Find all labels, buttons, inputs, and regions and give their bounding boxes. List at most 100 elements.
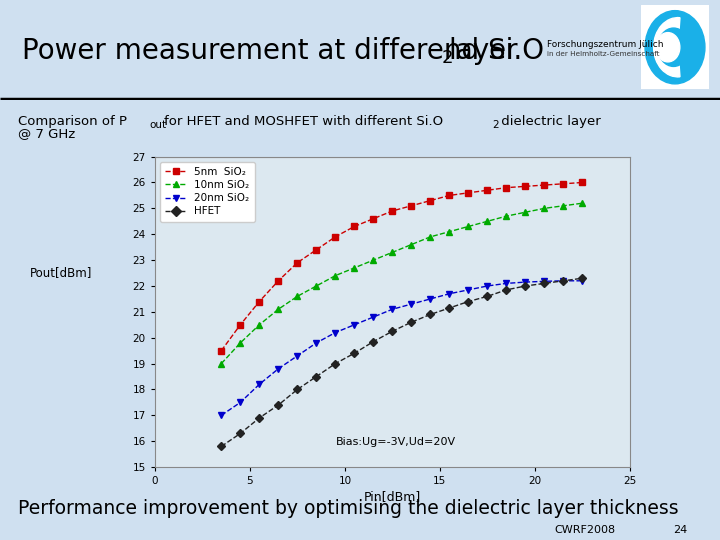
- 5nm  SiO₂: [312, 247, 320, 253]
- HFET: [217, 443, 225, 450]
- 10nm SiO₂: [559, 202, 568, 209]
- 5nm  SiO₂: [274, 278, 283, 284]
- HFET: [578, 275, 587, 281]
- 20nm SiO₂: [293, 353, 302, 359]
- 10nm SiO₂: [293, 293, 302, 300]
- 5nm  SiO₂: [578, 179, 587, 186]
- HFET: [445, 305, 454, 311]
- Text: 2: 2: [441, 49, 453, 68]
- 10nm SiO₂: [540, 205, 549, 212]
- Line: HFET: HFET: [218, 275, 585, 449]
- Text: Comparison of P: Comparison of P: [18, 115, 127, 128]
- HFET: [369, 339, 378, 345]
- 20nm SiO₂: [255, 381, 264, 388]
- Circle shape: [656, 32, 680, 62]
- 10nm SiO₂: [236, 340, 245, 346]
- 5nm  SiO₂: [388, 208, 397, 214]
- 5nm  SiO₂: [502, 184, 510, 191]
- 20nm SiO₂: [445, 291, 454, 297]
- HFET: [502, 287, 510, 293]
- 20nm SiO₂: [350, 321, 359, 328]
- 5nm  SiO₂: [445, 192, 454, 199]
- Text: Pout[dBm]: Pout[dBm]: [30, 266, 92, 279]
- Line: 20nm SiO₂: 20nm SiO₂: [218, 278, 585, 418]
- HFET: [521, 283, 530, 289]
- HFET: [236, 430, 245, 437]
- 20nm SiO₂: [236, 399, 245, 406]
- 5nm  SiO₂: [369, 215, 378, 222]
- 20nm SiO₂: [521, 279, 530, 285]
- 10nm SiO₂: [274, 306, 283, 313]
- 10nm SiO₂: [369, 257, 378, 264]
- Text: layer: layer: [449, 37, 518, 65]
- Legend: 5nm  SiO₂, 10nm SiO₂, 20nm SiO₂, HFET: 5nm SiO₂, 10nm SiO₂, 20nm SiO₂, HFET: [160, 162, 255, 221]
- 20nm SiO₂: [578, 278, 587, 284]
- 10nm SiO₂: [350, 265, 359, 271]
- HFET: [540, 280, 549, 287]
- 20nm SiO₂: [407, 301, 415, 307]
- Text: Performance improvement by optimising the dielectric layer thickness: Performance improvement by optimising th…: [18, 499, 679, 518]
- HFET: [331, 360, 340, 367]
- Wedge shape: [654, 18, 680, 77]
- 10nm SiO₂: [312, 283, 320, 289]
- 20nm SiO₂: [369, 314, 378, 320]
- HFET: [559, 278, 568, 284]
- Text: out: out: [149, 120, 166, 130]
- Text: in der Helmholtz-Gemeinschaft: in der Helmholtz-Gemeinschaft: [547, 51, 660, 57]
- 20nm SiO₂: [502, 280, 510, 287]
- 5nm  SiO₂: [331, 234, 340, 240]
- 20nm SiO₂: [388, 306, 397, 313]
- 10nm SiO₂: [217, 360, 225, 367]
- 10nm SiO₂: [255, 321, 264, 328]
- 5nm  SiO₂: [350, 223, 359, 230]
- Text: @ 7 GHz: @ 7 GHz: [18, 127, 76, 140]
- Circle shape: [645, 11, 705, 84]
- 20nm SiO₂: [559, 278, 568, 284]
- HFET: [388, 328, 397, 334]
- 20nm SiO₂: [331, 329, 340, 336]
- 5nm  SiO₂: [293, 259, 302, 266]
- 10nm SiO₂: [388, 249, 397, 255]
- Circle shape: [658, 28, 689, 66]
- HFET: [483, 293, 492, 300]
- 10nm SiO₂: [578, 200, 587, 206]
- Text: Forschungszentrum Jülich: Forschungszentrum Jülich: [547, 40, 664, 49]
- 5nm  SiO₂: [426, 197, 435, 204]
- 20nm SiO₂: [483, 283, 492, 289]
- 10nm SiO₂: [445, 228, 454, 235]
- Text: for HFET and MOSHFET with different Si.O: for HFET and MOSHFET with different Si.O: [164, 115, 444, 128]
- HFET: [274, 402, 283, 408]
- 10nm SiO₂: [464, 223, 473, 230]
- 5nm  SiO₂: [464, 190, 473, 196]
- 20nm SiO₂: [312, 340, 320, 346]
- Text: Power measurement at differend Si.O: Power measurement at differend Si.O: [22, 37, 544, 65]
- 20nm SiO₂: [217, 412, 225, 418]
- 5nm  SiO₂: [255, 298, 264, 305]
- 5nm  SiO₂: [559, 180, 568, 187]
- Text: 24: 24: [673, 525, 688, 535]
- 5nm  SiO₂: [217, 347, 225, 354]
- 20nm SiO₂: [540, 278, 549, 285]
- 20nm SiO₂: [426, 296, 435, 302]
- 5nm  SiO₂: [483, 187, 492, 193]
- 10nm SiO₂: [426, 234, 435, 240]
- HFET: [426, 311, 435, 318]
- HFET: [464, 298, 473, 305]
- HFET: [293, 386, 302, 393]
- HFET: [350, 350, 359, 356]
- Text: 2: 2: [492, 120, 498, 130]
- Text: dielectric layer: dielectric layer: [497, 115, 600, 128]
- 10nm SiO₂: [483, 218, 492, 225]
- 20nm SiO₂: [464, 287, 473, 293]
- 20nm SiO₂: [274, 366, 283, 372]
- 10nm SiO₂: [331, 272, 340, 279]
- Text: CWRF2008: CWRF2008: [554, 525, 616, 535]
- Line: 5nm  SiO₂: 5nm SiO₂: [218, 179, 585, 354]
- 10nm SiO₂: [502, 213, 510, 219]
- 5nm  SiO₂: [236, 321, 245, 328]
- HFET: [312, 373, 320, 380]
- 10nm SiO₂: [407, 241, 415, 248]
- 5nm  SiO₂: [521, 183, 530, 190]
- 5nm  SiO₂: [540, 182, 549, 188]
- HFET: [255, 415, 264, 421]
